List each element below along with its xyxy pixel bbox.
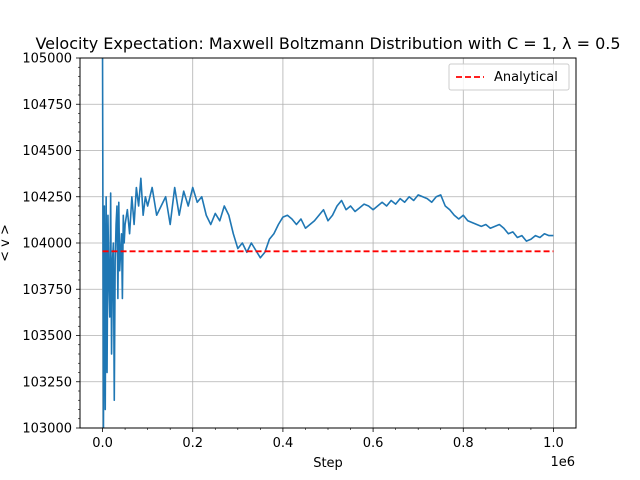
x-tick-label: 0.0: [92, 436, 113, 451]
legend-label-analytical: Analytical: [494, 70, 558, 85]
y-tick-label: 103500: [22, 329, 72, 344]
legend: Analytical: [448, 63, 570, 91]
y-tick-label: 104750: [22, 98, 72, 113]
chart-title: Velocity Expectation: Maxwell Boltzmann …: [35, 34, 620, 53]
y-tick-label: 105000: [22, 52, 72, 67]
y-tick-label: 103250: [22, 375, 72, 390]
series-layer: [101, 58, 554, 428]
x-tick-label: 0.2: [182, 436, 203, 451]
x-tick-label: 0.4: [273, 436, 294, 451]
x-offset-label: 1e6: [550, 455, 575, 470]
legend-box: [448, 63, 570, 91]
y-tick-label: 104500: [22, 144, 72, 159]
y-tick-label: 103750: [22, 283, 72, 298]
series-line-simulation: [101, 58, 554, 428]
x-tick-label: 0.6: [363, 436, 384, 451]
y-tick-label: 104250: [22, 190, 72, 205]
x-axis: 0.0 0.2 0.4 0.6 0.8 1.0: [92, 428, 564, 451]
y-axis-label: < v >: [0, 224, 13, 262]
x-axis-label: Step: [313, 456, 343, 471]
x-tick-label: 0.8: [453, 436, 474, 451]
y-tick-label: 104000: [22, 237, 72, 252]
x-tick-label: 1.0: [543, 436, 564, 451]
y-axis: 103000 103250 103500 103750 104000 104250 1045…: [22, 52, 80, 437]
y-tick-label: 103000: [22, 422, 72, 437]
